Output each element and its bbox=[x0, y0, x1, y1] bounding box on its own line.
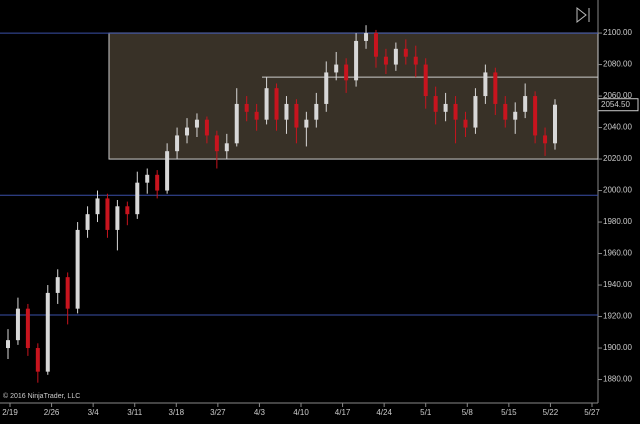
y-tick-label: 2000.00 bbox=[603, 186, 632, 195]
candle-body bbox=[523, 96, 528, 112]
y-tick-label: 2040.00 bbox=[603, 123, 632, 132]
candle-body bbox=[125, 206, 130, 215]
x-tick-label: 5/1 bbox=[420, 408, 432, 417]
y-tick-label: 1880.00 bbox=[603, 375, 632, 384]
candle-body bbox=[543, 135, 548, 144]
candle-body bbox=[35, 348, 40, 372]
candle-body bbox=[513, 111, 518, 120]
candle-body bbox=[244, 103, 249, 112]
x-tick-label: 3/4 bbox=[88, 408, 100, 417]
x-tick-label: 5/27 bbox=[584, 408, 600, 417]
x-tick-label: 4/17 bbox=[335, 408, 351, 417]
x-tick-label: 5/15 bbox=[501, 408, 517, 417]
candle-body bbox=[45, 292, 50, 372]
candle-body bbox=[234, 103, 239, 144]
candle-body bbox=[274, 88, 279, 120]
x-tick-label: 2/26 bbox=[44, 408, 60, 417]
candle-body bbox=[55, 277, 60, 293]
candle-body bbox=[413, 56, 418, 65]
y-tick-label: 1920.00 bbox=[603, 312, 632, 321]
y-tick-label: 2020.00 bbox=[603, 154, 632, 163]
candle-body bbox=[65, 277, 70, 309]
x-tick-label: 3/18 bbox=[168, 408, 184, 417]
candle-body bbox=[393, 48, 398, 65]
candle-body bbox=[284, 103, 289, 120]
y-tick-label: 1980.00 bbox=[603, 217, 632, 226]
last-price-label: 2054.50 bbox=[601, 100, 630, 109]
last-price-box bbox=[597, 98, 639, 112]
candle-body bbox=[463, 119, 468, 128]
candle-body bbox=[6, 340, 10, 349]
candle-body bbox=[334, 64, 339, 73]
candle-body bbox=[483, 72, 488, 97]
candle-body bbox=[433, 96, 438, 112]
copyright: © 2016 NinjaTrader, LLC bbox=[3, 392, 80, 400]
candle-body bbox=[105, 198, 110, 230]
candle-body bbox=[145, 174, 150, 183]
candle-body bbox=[264, 88, 269, 120]
candle-body bbox=[453, 103, 458, 120]
candle-body bbox=[75, 229, 80, 309]
candle-body bbox=[503, 103, 508, 120]
candle-body bbox=[204, 119, 209, 136]
candle-body bbox=[95, 198, 100, 215]
candle-body bbox=[344, 64, 349, 81]
candle-body bbox=[85, 214, 90, 230]
candle-body bbox=[324, 72, 329, 104]
x-tick-label: 5/8 bbox=[462, 408, 474, 417]
candle-body bbox=[304, 119, 309, 128]
candle-body bbox=[364, 33, 369, 41]
candle-body bbox=[135, 182, 140, 215]
zone bbox=[108, 32, 599, 160]
candle-body bbox=[224, 143, 229, 152]
x-tick-label: 3/11 bbox=[127, 408, 143, 417]
y-tick-label: 2060.00 bbox=[603, 91, 632, 100]
candle-body bbox=[354, 40, 359, 81]
collapse-icon[interactable] bbox=[576, 6, 590, 24]
arrow-icon[interactable] bbox=[576, 6, 587, 24]
candle-body bbox=[403, 48, 408, 57]
candle-body bbox=[373, 33, 378, 57]
candle-body bbox=[423, 64, 428, 97]
candle-body bbox=[493, 72, 498, 104]
candle-body bbox=[165, 151, 170, 191]
candle-body bbox=[25, 308, 30, 349]
y-tick-label: 1900.00 bbox=[603, 343, 632, 352]
candle-body bbox=[533, 96, 538, 136]
candle-body bbox=[383, 56, 388, 65]
candle-body bbox=[194, 119, 199, 128]
candle-body bbox=[314, 103, 319, 120]
candle-body bbox=[294, 103, 299, 128]
x-tick-label: 5/22 bbox=[543, 408, 559, 417]
y-tick-label: 2100.00 bbox=[603, 28, 632, 37]
y-tick-label: 1940.00 bbox=[603, 280, 632, 289]
candle-body bbox=[175, 135, 180, 152]
candle-body bbox=[214, 135, 219, 152]
candle-body bbox=[155, 174, 160, 191]
x-tick-label: 4/3 bbox=[254, 408, 266, 417]
x-tick-label: 4/24 bbox=[376, 408, 392, 417]
candle-body bbox=[185, 127, 190, 136]
candle-body bbox=[115, 206, 120, 230]
candle-body bbox=[473, 96, 478, 128]
x-tick-label: 3/27 bbox=[210, 408, 226, 417]
candle-body bbox=[553, 104, 557, 144]
y-tick-label: 1960.00 bbox=[603, 249, 632, 258]
candle-body bbox=[254, 111, 259, 120]
candle-body bbox=[15, 308, 20, 341]
x-tick-label: 4/10 bbox=[293, 408, 309, 417]
candle-body bbox=[443, 103, 448, 112]
x-tick-label: 2/19 bbox=[2, 408, 18, 417]
y-tick-label: 2080.00 bbox=[603, 60, 632, 69]
